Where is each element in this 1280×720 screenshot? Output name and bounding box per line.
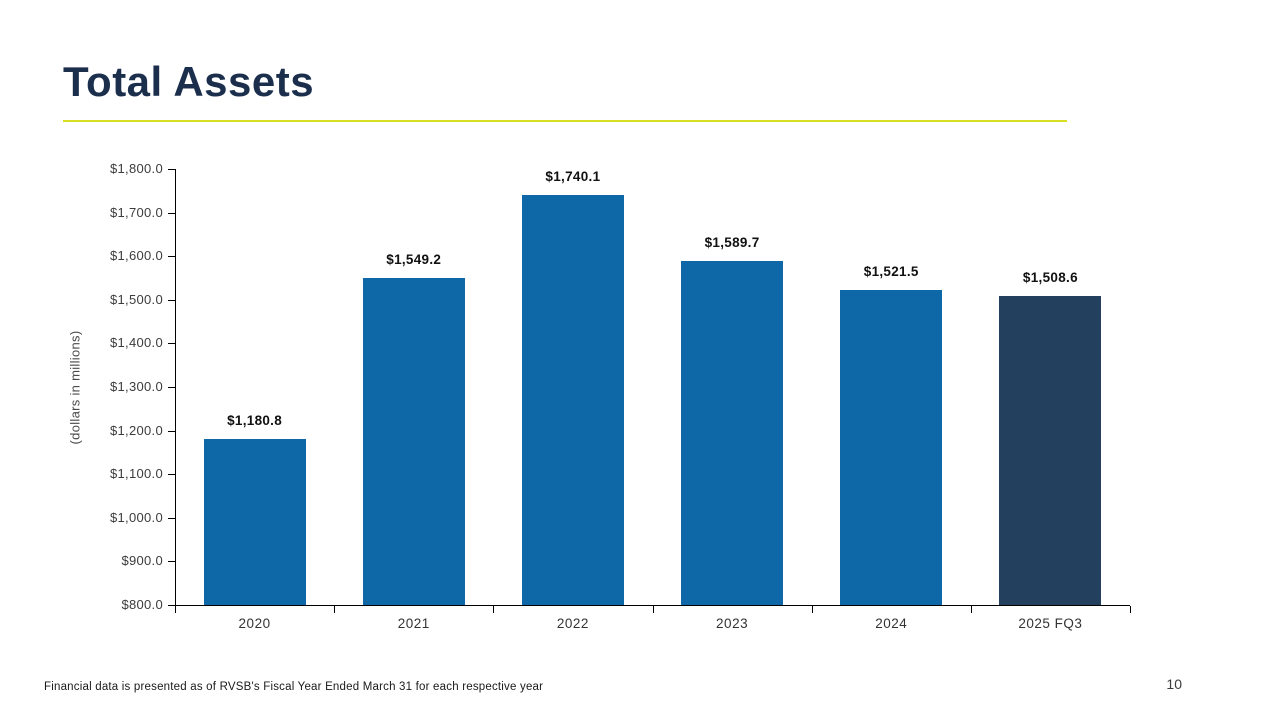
x-axis-tick: [334, 606, 336, 613]
x-axis-tick: [652, 606, 654, 613]
x-axis-category-label: 2023: [716, 616, 749, 631]
y-axis-tick: [168, 387, 175, 388]
bar-2025-fq3: [999, 296, 1102, 605]
bar-2020: [203, 438, 306, 605]
bar-value-label: $1,589.7: [704, 234, 760, 250]
bar-value-label: $1,508.6: [1022, 270, 1078, 286]
x-axis-tick: [175, 606, 176, 613]
y-axis-tick: [168, 474, 175, 476]
y-axis-tick: [168, 299, 175, 301]
y-axis-tick-label: $1,700.0: [109, 204, 163, 220]
bar-value-label: $1,549.2: [386, 252, 442, 268]
x-axis-category-label: 2021: [397, 616, 430, 631]
x-axis-tick: [1130, 606, 1131, 613]
y-axis-tick: [168, 517, 175, 519]
bar-value-label: $1,180.8: [227, 412, 283, 428]
y-axis-tick: [168, 430, 175, 432]
x-axis-category-label: 2025 FQ3: [1018, 616, 1083, 631]
x-axis-tick: [811, 606, 813, 613]
page-title: Total Assets: [63, 58, 315, 105]
bar-2021: [362, 278, 465, 605]
y-axis-tick: [168, 561, 175, 563]
bar-value-label: $1,740.1: [545, 169, 601, 185]
y-axis-tick-label: $800.0: [121, 597, 163, 612]
y-axis-tick: [168, 256, 175, 258]
y-axis-tick: [168, 343, 175, 345]
footnote: Financial data is presented as of RVSB's…: [44, 681, 544, 693]
y-axis-tick-label: $1,400.0: [109, 335, 163, 351]
y-axis-tick-label: $1,600.0: [109, 248, 163, 264]
x-axis-line: [175, 605, 1130, 606]
y-axis-tick-label: $900.0: [121, 553, 163, 569]
y-axis-tick-label: $1,800.0: [109, 161, 163, 176]
y-axis-tick: [168, 212, 175, 214]
y-axis-tick-label: $1,000.0: [109, 509, 163, 525]
bar-2023: [681, 260, 784, 605]
y-axis-tick: [168, 605, 175, 606]
title-accent-rule: [63, 120, 1067, 122]
x-axis-tick: [970, 606, 972, 613]
page-number: 10: [1166, 676, 1182, 692]
y-axis-tick-label: $1,200.0: [109, 422, 163, 438]
x-axis-category-label: 2020: [238, 616, 271, 631]
y-axis-tick-label: $1,300.0: [109, 379, 163, 394]
y-axis-tick-label: $1,100.0: [109, 466, 163, 482]
bar-value-label: $1,521.5: [863, 264, 919, 280]
y-axis-line: [175, 169, 176, 606]
x-axis-tick: [493, 606, 495, 613]
bar-2022: [521, 195, 624, 605]
x-axis-category-label: 2022: [556, 616, 589, 631]
y-axis-tick: [168, 169, 175, 170]
bar-2024: [840, 290, 943, 605]
x-axis-category-label: 2024: [875, 616, 908, 631]
y-axis-tick-label: $1,500.0: [109, 291, 163, 307]
